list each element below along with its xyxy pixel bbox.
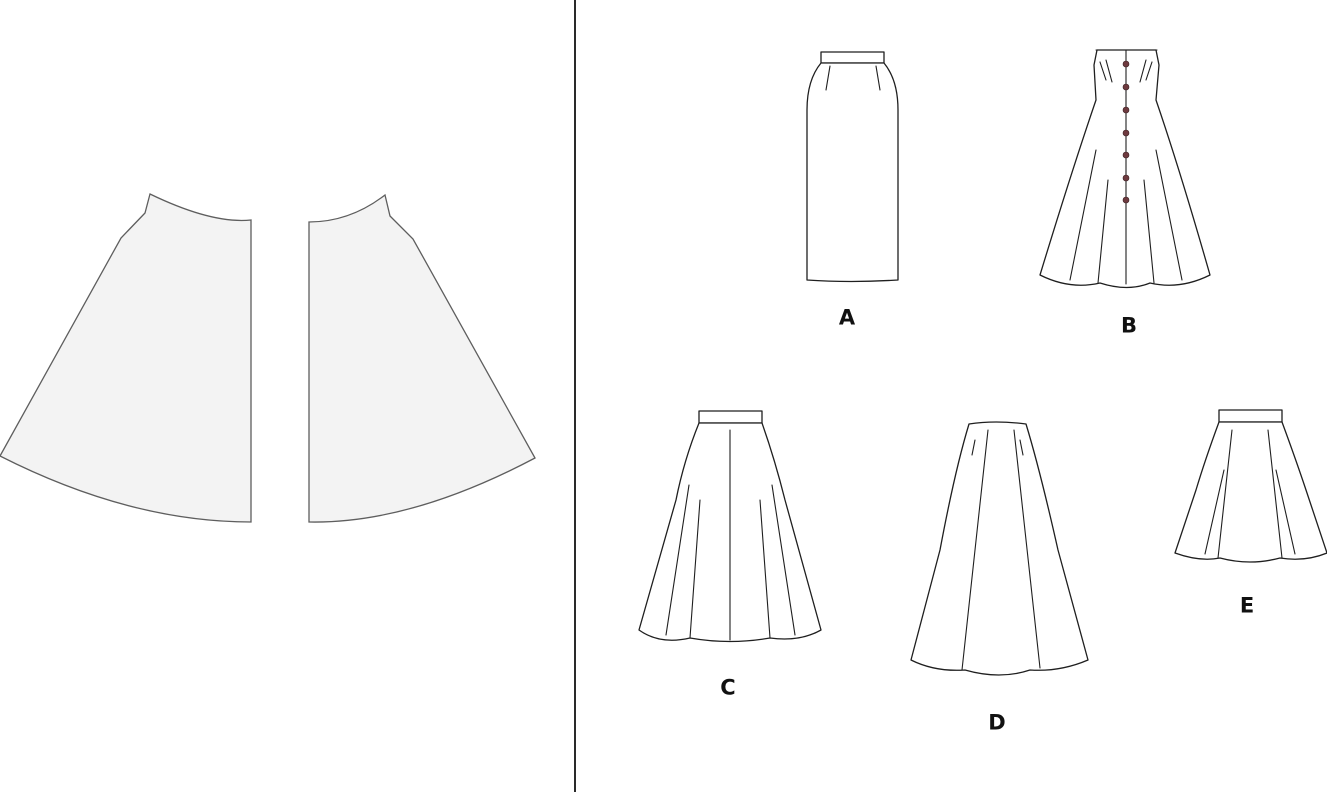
pattern-pieces [0, 193, 536, 523]
skirt-e-illustration [1174, 409, 1327, 563]
skirt-e-body [1174, 421, 1327, 563]
skirt-a-label: A [838, 305, 856, 330]
skirt-a-body [806, 62, 899, 283]
skirt-b-body [1039, 49, 1211, 289]
skirt-b-illustration [1039, 49, 1211, 289]
skirt-a-illustration [806, 51, 899, 283]
skirt-d-body [910, 421, 1089, 676]
skirt-e-waistband [1218, 409, 1283, 423]
skirt-c-label: C [720, 675, 736, 700]
skirt-a-waistband [820, 51, 885, 64]
skirt-d-label: D [988, 710, 1006, 735]
skirt-b-label: B [1120, 313, 1138, 338]
skirt-e-label: E [1239, 593, 1255, 618]
pattern-piece-left [0, 193, 252, 523]
panel-divider [574, 0, 576, 792]
pattern-piece-right [308, 193, 536, 523]
skirt-c-illustration [638, 410, 822, 643]
skirt-b-buttons [1122, 60, 1130, 204]
skirt-d-illustration [910, 421, 1089, 676]
skirt-c-waistband [698, 410, 763, 424]
